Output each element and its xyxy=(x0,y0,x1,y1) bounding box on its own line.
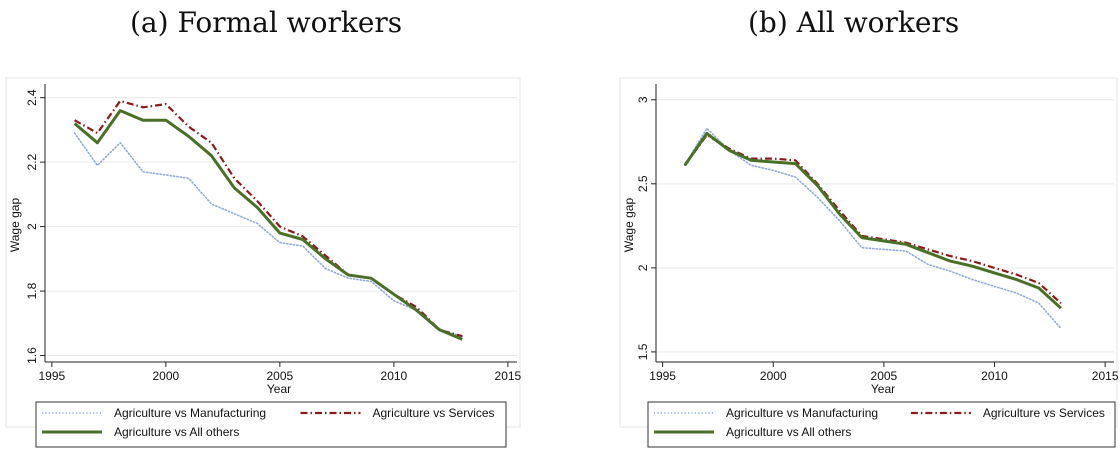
legend-label: Agriculture vs Services xyxy=(373,406,495,420)
panel-b-caption: (b) All workers xyxy=(748,6,960,39)
x-tick-label: 1995 xyxy=(38,369,65,383)
legend-box xyxy=(35,401,507,448)
y-tick-label: 2 xyxy=(636,264,650,271)
series-line-agriculture-vs-all-others xyxy=(73,109,463,341)
chart-panel-a: 1.6 1.8 2 2.2 2.4 1995 2000 2005 2010 2015 Wage ga… xyxy=(5,77,522,448)
series-line-agriculture-vs-manufacturing xyxy=(73,132,464,338)
x-tick-label: 2015 xyxy=(1092,369,1119,383)
panel-a-caption: (a) Formal workers xyxy=(130,6,403,39)
x-tick-label: 1995 xyxy=(649,369,676,383)
y-tick-label: 1.5 xyxy=(636,343,650,360)
graph-region-border xyxy=(619,77,1118,428)
x-tick-label: 2015 xyxy=(495,369,522,383)
x-tick-label: 2005 xyxy=(267,369,294,383)
y-tick-label: 3 xyxy=(636,96,650,103)
x-tick-label: 2005 xyxy=(871,369,898,383)
y-axis-title: Wage gap xyxy=(8,198,22,253)
y-tick-label: 2.5 xyxy=(636,175,650,192)
chart-panel-b: 1.5 2 2.5 3 1995 2000 2005 2010 2015 Wage gap Year… xyxy=(619,77,1119,448)
y-tick-label: 2 xyxy=(25,223,39,230)
y-tick-label: 2.2 xyxy=(25,153,39,170)
legend-label: Agriculture vs Manufacturing xyxy=(726,406,878,420)
x-axis-title: Year xyxy=(267,382,291,396)
x-tick-label: 2000 xyxy=(760,369,787,383)
x-tick-label: 2010 xyxy=(981,369,1008,383)
legend-label: Agriculture vs Services xyxy=(983,406,1105,420)
series-line-agriculture-vs-all-others xyxy=(683,131,1062,310)
x-tick-label: 2010 xyxy=(381,369,408,383)
legend-label: Agriculture vs Manufacturing xyxy=(114,406,266,420)
series-line-agriculture-vs-manufacturing xyxy=(683,127,1062,330)
y-axis-title: Wage gap xyxy=(622,198,636,253)
x-axis-title: Year xyxy=(871,382,895,396)
x-tick-label: 2000 xyxy=(152,369,179,383)
legend-label: Agriculture vs All others xyxy=(114,425,239,439)
y-tick-label: 2.4 xyxy=(25,89,39,106)
legend-label: Agriculture vs All others xyxy=(726,425,851,439)
y-tick-label: 1.8 xyxy=(25,282,39,299)
series-line-agriculture-vs-services xyxy=(683,134,1062,305)
y-tick-label: 1.6 xyxy=(25,347,39,364)
legend-box xyxy=(647,401,1116,448)
